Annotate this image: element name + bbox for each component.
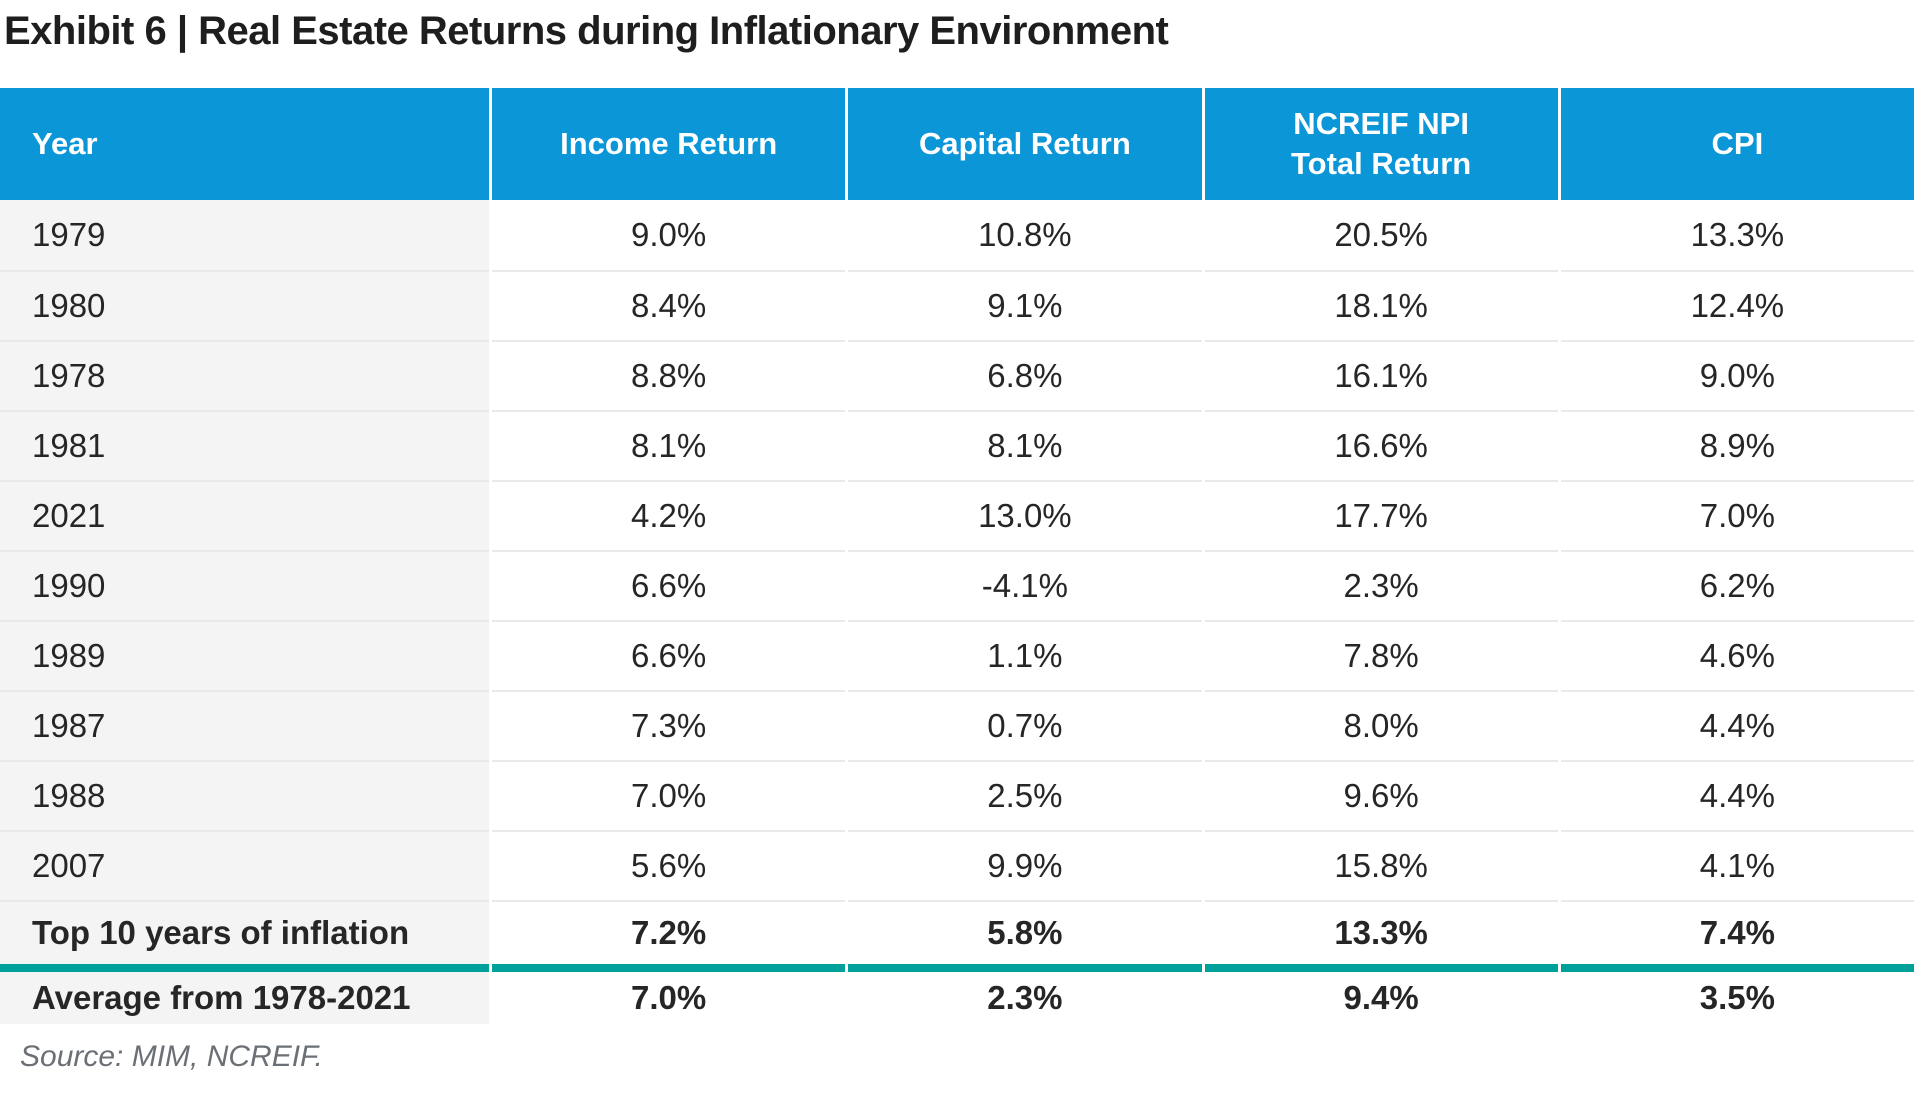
column-header-label: Year: [32, 126, 98, 162]
value-cell: 4.2%: [492, 480, 846, 550]
column-header-label: CPI: [1711, 126, 1764, 162]
value-cell: 7.0%: [1560, 480, 1914, 550]
value-cell: 8.9%: [1560, 410, 1914, 480]
value-cell: -4.1%: [848, 550, 1202, 620]
row-label-cell: 1989: [0, 620, 489, 690]
value-cell: 10.8%: [848, 200, 1202, 270]
value-cell: 5.6%: [492, 830, 846, 900]
column-header: CPI: [1560, 88, 1914, 200]
value-cell: 9.1%: [848, 270, 1202, 340]
value-cell: 15.8%: [1204, 830, 1558, 900]
table-row: 1987 7.3% 0.7% 8.0% 4.4%: [0, 690, 1914, 760]
value-cell: 16.1%: [1204, 340, 1558, 410]
column-header: Income Return: [492, 88, 846, 200]
row-label-cell: 1990: [0, 550, 489, 620]
table-row: 1980 8.4% 9.1% 18.1% 12.4%: [0, 270, 1914, 340]
row-label-cell: Top 10 years of inflation: [0, 900, 489, 964]
value-cell: 9.9%: [848, 830, 1202, 900]
value-cell: 9.4%: [1204, 964, 1558, 1024]
column-header-label: NCREIF NPI: [1293, 106, 1469, 142]
table-row: 2021 4.2% 13.0% 17.7% 7.0%: [0, 480, 1914, 550]
summary-row: Top 10 years of inflation 7.2% 5.8% 13.3% 7.…: [0, 900, 1914, 964]
table-row: 1979 9.0% 10.8% 20.5% 13.3%: [0, 200, 1914, 270]
value-cell: 1.1%: [848, 620, 1202, 690]
value-cell: 7.2%: [492, 900, 846, 964]
row-label-cell: Average from 1978-2021: [0, 964, 489, 1024]
value-cell: 18.1%: [1204, 270, 1558, 340]
column-header-label: Capital Return: [918, 126, 1131, 162]
table-row: 1988 7.0% 2.5% 9.6% 4.4%: [0, 760, 1914, 830]
value-cell: 2.5%: [848, 760, 1202, 830]
value-cell: 7.3%: [492, 690, 846, 760]
value-cell: 8.8%: [492, 340, 846, 410]
value-cell: 4.6%: [1560, 620, 1914, 690]
value-cell: 8.1%: [848, 410, 1202, 480]
value-cell: 20.5%: [1204, 200, 1558, 270]
value-cell: 2.3%: [1204, 550, 1558, 620]
value-cell: 13.0%: [848, 480, 1202, 550]
row-label-cell: 2021: [0, 480, 489, 550]
table-row: 1981 8.1% 8.1% 16.6% 8.9%: [0, 410, 1914, 480]
value-cell: 5.8%: [848, 900, 1202, 964]
value-cell: 0.7%: [848, 690, 1202, 760]
row-label-cell: 1980: [0, 270, 489, 340]
value-cell: 8.0%: [1204, 690, 1558, 760]
row-label-cell: 1981: [0, 410, 489, 480]
table-header-row: Year Income Return Capital Return NCREIF NP…: [0, 88, 1914, 200]
returns-table: Year Income Return Capital Return NCREIF NP…: [0, 88, 1914, 1024]
column-header: NCREIF NPI Total Return: [1204, 88, 1558, 200]
row-label-cell: 1978: [0, 340, 489, 410]
column-header-year: Year: [0, 88, 489, 200]
column-header-label: Income Return: [560, 126, 778, 162]
source-note: Source: MIM, NCREIF.: [20, 1040, 323, 1073]
table-row: 1978 8.8% 6.8% 16.1% 9.0%: [0, 340, 1914, 410]
summary-row: Average from 1978-2021 7.0% 2.3% 9.4% 3.5%: [0, 964, 1914, 1024]
row-label-cell: 1987: [0, 690, 489, 760]
value-cell: 7.4%: [1560, 900, 1914, 964]
value-cell: 6.6%: [492, 550, 846, 620]
value-cell: 13.3%: [1560, 200, 1914, 270]
value-cell: 9.0%: [492, 200, 846, 270]
value-cell: 17.7%: [1204, 480, 1558, 550]
row-label-cell: 1988: [0, 760, 489, 830]
value-cell: 8.1%: [492, 410, 846, 480]
table-row: 1989 6.6% 1.1% 7.8% 4.6%: [0, 620, 1914, 690]
column-header-label: Total Return: [1291, 146, 1472, 181]
value-cell: 4.1%: [1560, 830, 1914, 900]
value-cell: 16.6%: [1204, 410, 1558, 480]
value-cell: 3.5%: [1560, 964, 1914, 1024]
row-label-cell: 2007: [0, 830, 489, 900]
table-row: 1990 6.6% -4.1% 2.3% 6.2%: [0, 550, 1914, 620]
value-cell: 6.8%: [848, 340, 1202, 410]
value-cell: 12.4%: [1560, 270, 1914, 340]
value-cell: 9.6%: [1204, 760, 1558, 830]
value-cell: 6.6%: [492, 620, 846, 690]
value-cell: 7.0%: [492, 760, 846, 830]
value-cell: 4.4%: [1560, 690, 1914, 760]
column-header: Capital Return: [848, 88, 1202, 200]
exhibit-title: Exhibit 6 | Real Estate Returns during I…: [4, 9, 1169, 53]
value-cell: 7.8%: [1204, 620, 1558, 690]
value-cell: 2.3%: [848, 964, 1202, 1024]
value-cell: 7.0%: [492, 964, 846, 1024]
value-cell: 9.0%: [1560, 340, 1914, 410]
row-label-cell: 1979: [0, 200, 489, 270]
value-cell: 8.4%: [492, 270, 846, 340]
value-cell: 13.3%: [1204, 900, 1558, 964]
value-cell: 4.4%: [1560, 760, 1914, 830]
table-row: 2007 5.6% 9.9% 15.8% 4.1%: [0, 830, 1914, 900]
value-cell: 6.2%: [1560, 550, 1914, 620]
